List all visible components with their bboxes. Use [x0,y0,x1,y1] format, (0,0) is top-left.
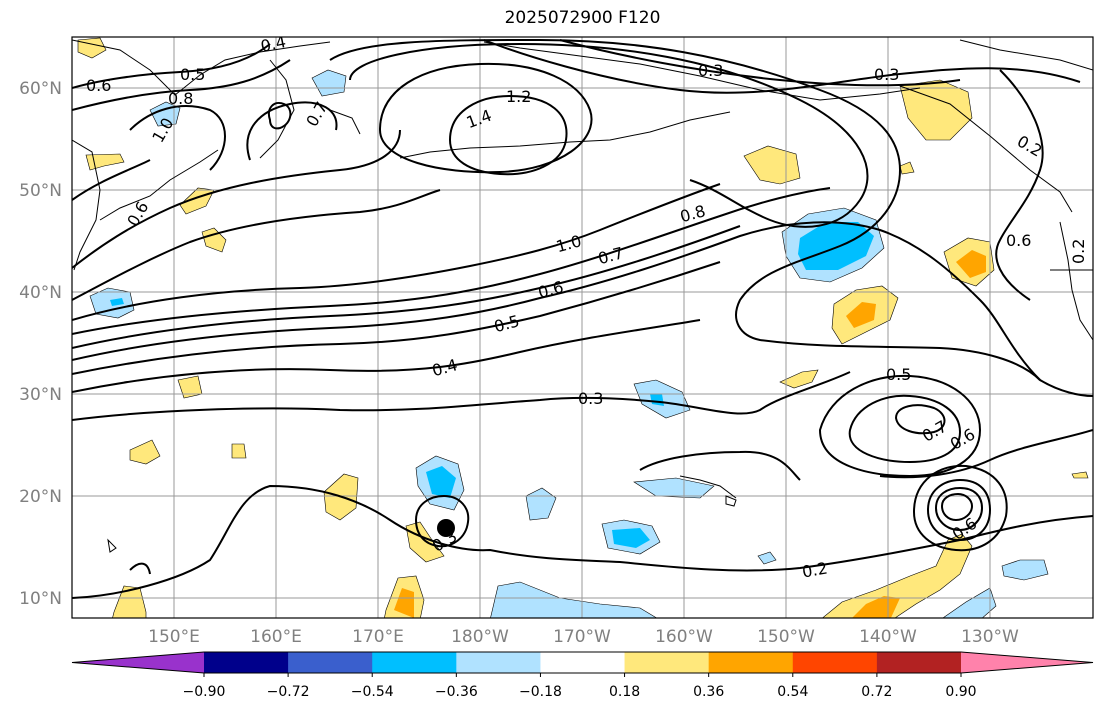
lat-label: 20°N [19,487,62,507]
positive-anomaly-patch [899,161,915,175]
colorbar-tick-label: 0.18 [609,684,640,700]
lon-label: 160°E [250,627,302,647]
positive-anomaly-patch [956,250,986,278]
negative-anomaly-patch [490,581,658,618]
lon-label: 170°W [553,627,611,647]
colorbar-tick-label: −0.36 [435,684,478,700]
tropical-cyclone-marker [437,519,455,537]
colorbar-segment [204,652,289,673]
negative-anomaly-patch [798,222,874,270]
negative-anomaly-patch [426,466,456,498]
colorbar-tick-label: 0.90 [945,684,976,700]
colorbar-segment [456,652,541,673]
positive-anomaly-patch [405,521,445,563]
negative-anomaly-patch [942,587,997,618]
contour-label: 0.5 [180,65,205,84]
negative-anomaly-patch [612,528,650,548]
plot-frame [71,36,1094,619]
contour-label: 0.5 [492,311,522,336]
lon-label: 140°W [859,627,917,647]
lon-label: 130°W [961,627,1019,647]
contour-label: 0.2 [1069,239,1088,264]
coastlines [72,39,1093,553]
positive-anomaly-patch [394,588,414,618]
colorbar-tick-labels: −0.90 −0.72 −0.54 −0.36 −0.18 0.18 0.36 0.54 0.7… [183,673,977,700]
lon-label: 150°W [757,627,815,647]
contour-label: 0.2 [801,558,829,581]
contour-lines [72,38,1093,599]
positive-anomaly-patch [743,145,801,185]
colorbar-segment [792,652,878,673]
lon-label: 170°E [352,627,404,647]
negative-anomaly-patch [1001,559,1049,581]
positive-anomaly-patch [846,302,876,328]
contour-label: 1.0 [554,231,584,256]
colorbar-segment [540,652,626,673]
colorbar-tick-label: −0.18 [519,684,562,700]
latitude-labels: 60°N 50°N 40°N 30°N 20°N 10°N [19,79,62,609]
colorbar-extend-max [961,652,1093,673]
colorbar-tick-label: −0.90 [183,684,226,700]
positive-anomaly-patch [77,37,107,59]
lon-label: 150°E [148,627,200,647]
lat-label: 50°N [19,181,62,201]
positive-anomaly-patch [779,369,819,389]
lat-label: 40°N [19,283,62,303]
negative-anomaly-patch [311,69,347,97]
contour-label: 0.3 [874,65,899,84]
colorbar-extend-min [72,652,204,673]
longitude-labels: 150°E 160°E 170°E 180°W 170°W 160°W 150°… [148,627,1019,647]
colorbar-segment [372,652,457,673]
contour-label: 0.7 [596,243,626,268]
lat-label: 30°N [19,385,62,405]
lat-label: 60°N [19,79,62,99]
contour-label: 1.2 [506,87,531,106]
negative-anomaly-patch [525,487,557,521]
contour-label: 0.4 [259,32,288,56]
negative-anomaly-patch [633,477,715,499]
colorbar-tick-label: −0.54 [351,684,394,700]
contour-label: 0.3 [698,61,723,80]
lon-label: 160°W [655,627,713,647]
colorbar-tick-label: 0.36 [693,684,724,700]
negative-anomaly-patch [110,298,124,306]
colorbar-tick-label: 0.72 [861,684,892,700]
colorbar-segment [876,652,962,673]
lat-label: 10°N [19,589,62,609]
colorbar-segment [624,652,710,673]
positive-anomaly-patch [177,375,203,399]
colorbar-tick-label: 0.54 [777,684,808,700]
positive-anomaly-patch [129,439,161,465]
lon-label: 180°W [451,627,509,647]
contour-label: 0.6 [86,76,111,95]
contour-label: 0.6 [947,424,979,453]
map-title: 2025072900 F120 [504,8,661,28]
colorbar [71,651,1094,674]
contour-label: 0.7 [919,416,951,445]
colorbar-segment [288,652,373,673]
contour-label: 0.3 [578,389,603,408]
positive-anomaly-patch [201,227,227,253]
positive-anomaly-patch [112,585,147,618]
contour-label: 0.6 [536,277,566,302]
positive-anomaly-patch [85,153,125,171]
contour-label: 0.5 [886,365,911,384]
contour-label: 0.8 [168,89,193,108]
contour-label: 0.4 [430,355,460,380]
colorbar-tick-label: −0.72 [267,684,310,700]
shading-layer [77,37,1089,618]
contour-label-layer: 0.4 0.5 0.6 0.8 1.0 0.7 1.2 1.4 0.3 0.3 … [86,32,1088,582]
positive-anomaly-patch [1071,471,1089,479]
contour-label: 0.6 [1006,231,1031,250]
positive-anomaly-patch [821,533,973,618]
positive-anomaly-patch [231,443,247,459]
contour-label: 1.4 [464,106,494,133]
contour-label: 0.6 [123,198,152,230]
colorbar-segment [708,652,794,673]
negative-anomaly-patch [757,551,777,565]
